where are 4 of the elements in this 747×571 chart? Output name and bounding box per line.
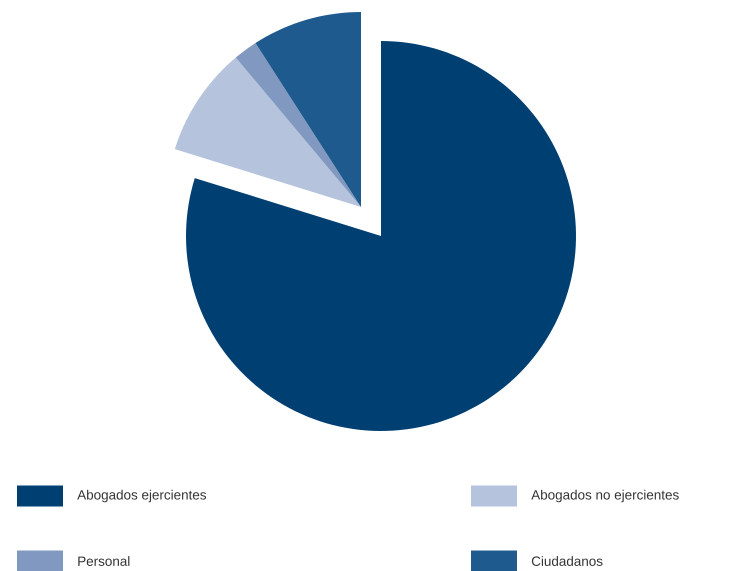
legend-label: Abogados no ejercientes <box>531 490 679 502</box>
legend-label: Abogados ejercientes <box>77 490 206 502</box>
legend-label: Personal <box>78 556 130 566</box>
legend-label: Ciudadanos <box>532 556 602 566</box>
